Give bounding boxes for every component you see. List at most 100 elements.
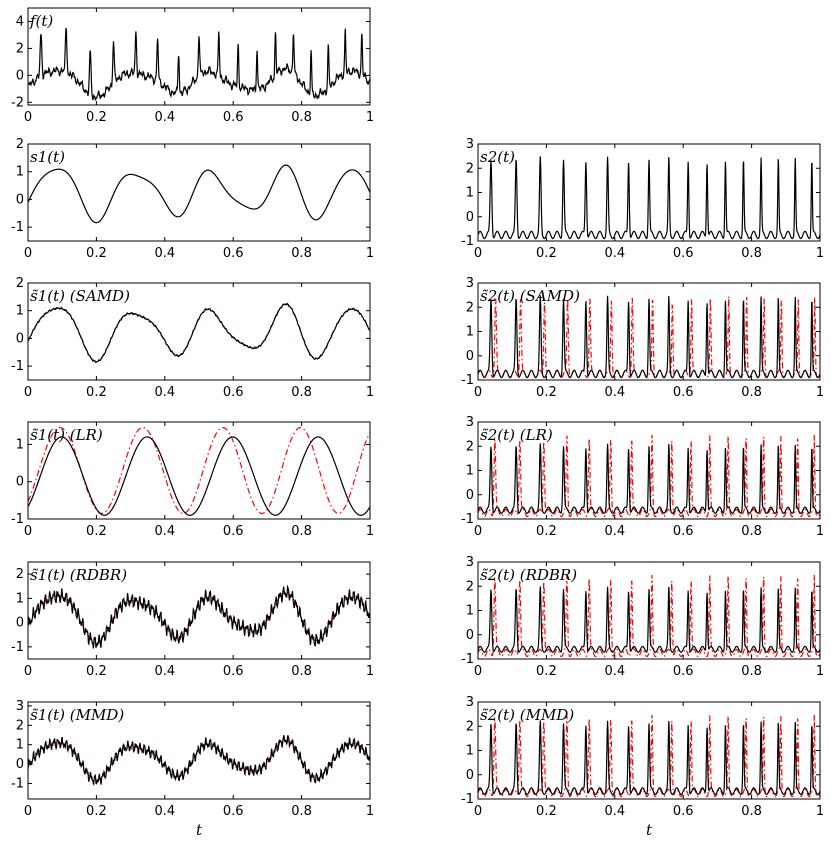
series-line-s1mmd-1 bbox=[28, 735, 370, 787]
y-tick-label: -1 bbox=[461, 652, 474, 667]
x-tick-label: 0.2 bbox=[86, 664, 107, 679]
y-tick-label: -1 bbox=[461, 234, 474, 249]
x-tick-label: 0 bbox=[24, 524, 32, 539]
x-tick-label: 0.4 bbox=[154, 110, 175, 125]
panel-title-s1rdbr: s̃1(t) (RDBR) bbox=[30, 566, 127, 584]
series-line-s2mmd-0 bbox=[478, 714, 820, 798]
y-tick-label: 1 bbox=[16, 437, 24, 452]
y-tick-label: 1 bbox=[466, 744, 474, 759]
x-tick-label: 0.8 bbox=[291, 804, 312, 819]
y-tick-label: 0 bbox=[16, 616, 24, 631]
x-tick-label: 1 bbox=[366, 524, 374, 539]
panel-title-s2samd: s̃2(t) (SAMD) bbox=[480, 287, 580, 305]
x-tick-label: 0.6 bbox=[673, 246, 694, 261]
x-tick-label: 1 bbox=[816, 524, 824, 539]
series-line-f-0 bbox=[28, 27, 370, 101]
axes-box-s1mmd bbox=[27, 701, 371, 800]
x-tick-label: 0.2 bbox=[86, 110, 107, 125]
x-tick-label: 0.6 bbox=[673, 664, 694, 679]
x-tick-label: 0.8 bbox=[291, 110, 312, 125]
series-line-s1samd-1 bbox=[28, 302, 370, 364]
x-tick-label: 0.6 bbox=[673, 804, 694, 819]
y-tick-label: 3 bbox=[466, 695, 474, 710]
y-tick-label: 2 bbox=[16, 567, 24, 582]
x-tick-label: 0.4 bbox=[154, 524, 175, 539]
y-tick-label: 2 bbox=[16, 137, 24, 152]
x-tick-label: 0.8 bbox=[741, 246, 762, 261]
x-tick-label: 0 bbox=[24, 804, 32, 819]
x-tick-label: 0 bbox=[24, 664, 32, 679]
series-line-s2lr-0 bbox=[478, 434, 820, 518]
x-tick-label: 0.2 bbox=[536, 246, 557, 261]
x-tick-label: 1 bbox=[366, 110, 374, 125]
axes-box-s1lr bbox=[27, 421, 371, 520]
x-tick-label: 0.8 bbox=[291, 524, 312, 539]
y-tick-label: 2 bbox=[16, 276, 24, 291]
y-tick-label: -1 bbox=[11, 512, 24, 527]
y-tick-label: 2 bbox=[466, 300, 474, 315]
x-tick-label: 0.6 bbox=[223, 804, 244, 819]
x-tick-label: 1 bbox=[366, 804, 374, 819]
y-tick-label: 2 bbox=[466, 161, 474, 176]
panel-title-s2rdbr: s̃2(t) (RDBR) bbox=[480, 566, 577, 584]
x-tick-label: 0.4 bbox=[604, 804, 625, 819]
y-tick-label: 0 bbox=[466, 349, 474, 364]
x-tick-label: 0 bbox=[474, 524, 482, 539]
x-tick-label: 0 bbox=[24, 385, 32, 400]
y-tick-label: 0 bbox=[466, 488, 474, 503]
x-axis-label: t bbox=[646, 821, 653, 839]
y-tick-label: 3 bbox=[466, 276, 474, 291]
x-tick-label: 0.2 bbox=[86, 804, 107, 819]
y-tick-label: 1 bbox=[466, 464, 474, 479]
x-tick-label: 0.8 bbox=[741, 804, 762, 819]
y-tick-label: 0 bbox=[16, 68, 24, 83]
x-tick-label: 0 bbox=[24, 110, 32, 125]
x-tick-label: 0.4 bbox=[154, 385, 175, 400]
x-tick-label: 0.8 bbox=[741, 385, 762, 400]
x-tick-label: 0.6 bbox=[673, 385, 694, 400]
series-line-s2lr-1 bbox=[478, 443, 820, 514]
x-tick-label: 1 bbox=[366, 385, 374, 400]
axes-box-f bbox=[27, 7, 371, 106]
series-line-s2samd-1 bbox=[478, 295, 820, 379]
x-tick-label: 0.4 bbox=[604, 524, 625, 539]
x-tick-label: 0.4 bbox=[154, 804, 175, 819]
x-tick-label: 0.6 bbox=[223, 246, 244, 261]
y-tick-label: 1 bbox=[16, 304, 24, 319]
panel-title-s1mmd: s̃1(t) (MMD) bbox=[30, 706, 124, 724]
x-tick-label: 0.8 bbox=[291, 664, 312, 679]
x-tick-label: 1 bbox=[816, 385, 824, 400]
x-tick-label: 1 bbox=[366, 246, 374, 261]
y-tick-label: 0 bbox=[16, 192, 24, 207]
series-line-s2-0 bbox=[478, 156, 820, 240]
x-tick-label: 0.4 bbox=[154, 664, 175, 679]
x-axis-label: t bbox=[196, 821, 203, 839]
y-tick-label: 2 bbox=[16, 718, 24, 733]
x-tick-label: 0 bbox=[474, 664, 482, 679]
x-tick-label: 0.4 bbox=[604, 664, 625, 679]
series-line-s1rdbr-1 bbox=[28, 584, 370, 649]
series-line-s2rdbr-0 bbox=[478, 574, 820, 658]
x-tick-label: 0.2 bbox=[536, 804, 557, 819]
panel-title-f: f(t) bbox=[29, 12, 53, 30]
y-tick-label: -1 bbox=[461, 792, 474, 807]
y-tick-label: 3 bbox=[466, 415, 474, 430]
x-tick-label: 0.4 bbox=[604, 246, 625, 261]
x-tick-label: 0.8 bbox=[291, 246, 312, 261]
y-tick-label: 1 bbox=[466, 604, 474, 619]
x-tick-label: 1 bbox=[816, 664, 824, 679]
y-tick-label: 2 bbox=[466, 719, 474, 734]
y-tick-label: -1 bbox=[461, 373, 474, 388]
y-tick-label: 1 bbox=[466, 325, 474, 340]
y-tick-label: 0 bbox=[466, 628, 474, 643]
x-tick-label: 0 bbox=[474, 385, 482, 400]
x-tick-label: 1 bbox=[366, 664, 374, 679]
x-tick-label: 1 bbox=[816, 246, 824, 261]
